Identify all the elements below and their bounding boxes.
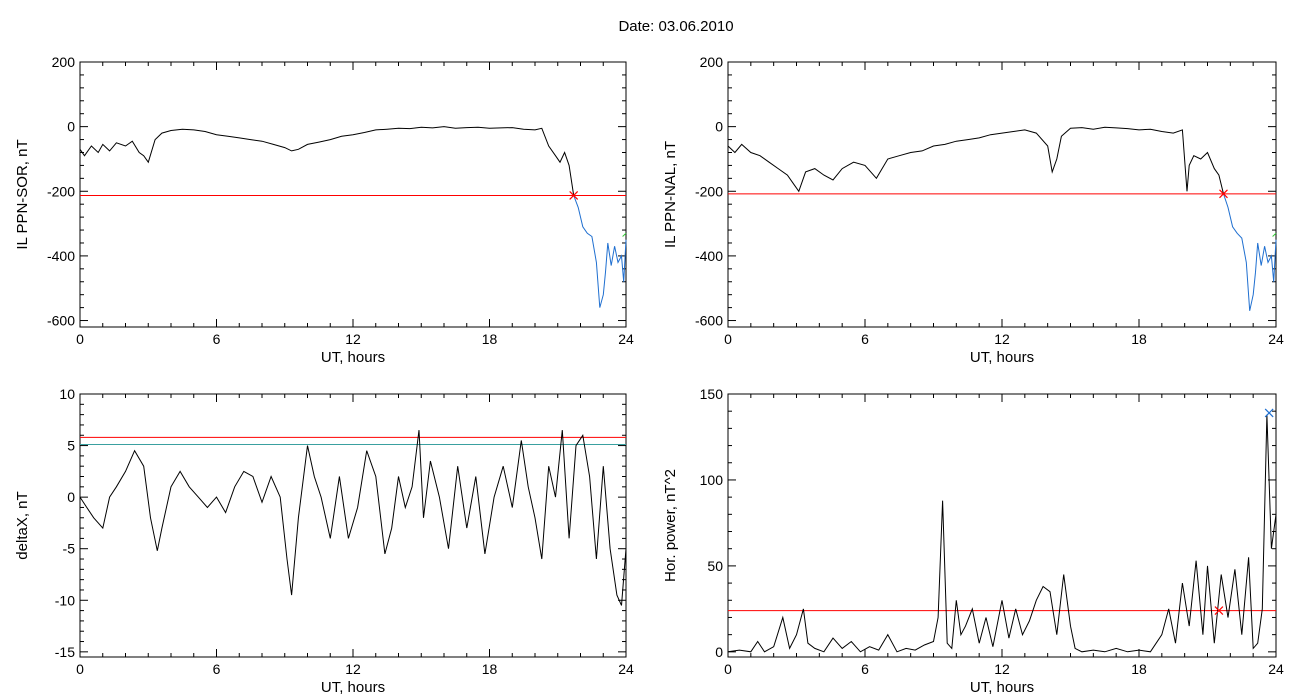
- threshold-crossing-marker-b: [569, 191, 579, 200]
- y-tick-label: 0: [715, 644, 723, 660]
- y-tick-label: -600: [47, 313, 75, 329]
- threshold-crossing-marker: [569, 191, 579, 200]
- x-tick-label: 12: [345, 661, 361, 677]
- y-tick-label: -200: [695, 183, 723, 199]
- y-tick-label: -5: [63, 541, 76, 557]
- series-line-2: [1272, 232, 1277, 237]
- series-line-0: [79, 430, 627, 606]
- x-tick-label: 18: [1131, 331, 1147, 347]
- y-tick-label: 100: [700, 472, 724, 488]
- x-tick-label: 6: [213, 661, 221, 677]
- x-axis-label: UT, hours: [970, 349, 1034, 366]
- x-tick-label: 0: [724, 661, 732, 677]
- x-tick-label: 24: [618, 331, 634, 347]
- threshold-crossing-marker: [1219, 189, 1228, 199]
- y-tick-label: -10: [55, 592, 75, 608]
- x-tick-label: 0: [724, 331, 732, 347]
- y-axis-label: deltaX, nT: [14, 491, 31, 559]
- x-tick-label: 18: [482, 331, 498, 347]
- series-line-1: [1223, 193, 1277, 311]
- x-tick-label: 12: [345, 331, 361, 347]
- x-tick-label: 18: [1131, 661, 1147, 677]
- plot-frame: [727, 393, 1277, 658]
- y-tick-label: -600: [695, 313, 723, 329]
- y-tick-label: 200: [52, 54, 76, 70]
- y-axis-label: IL PPN-SOR, nT: [14, 139, 31, 249]
- y-tick-label: 10: [59, 386, 75, 402]
- x-tick-label: 6: [213, 331, 221, 347]
- page-title: Date: 03.06.2010: [618, 18, 734, 35]
- x-tick-label: 0: [76, 331, 84, 347]
- x-tick-label: 18: [482, 661, 498, 677]
- y-tick-label: -200: [47, 183, 75, 199]
- x-tick-label: 24: [618, 661, 634, 677]
- series-line-0: [727, 126, 1224, 195]
- peak-marker-b: [1264, 408, 1274, 418]
- x-tick-label: 6: [861, 331, 869, 347]
- x-axis-label: UT, hours: [970, 679, 1034, 696]
- series-line-0: [79, 126, 575, 196]
- y-tick-label: -15: [55, 644, 75, 660]
- y-axis-label: IL PPN-NAL, nT: [662, 141, 679, 248]
- y-tick-label: 0: [715, 119, 723, 135]
- x-tick-label: 24: [1268, 331, 1284, 347]
- x-axis-label: UT, hours: [321, 349, 385, 366]
- threshold-crossing-marker: [1214, 606, 1224, 616]
- series-line-2: [622, 232, 627, 237]
- threshold-crossing-marker-b: [1219, 189, 1228, 199]
- threshold-crossing-marker-b: [1214, 606, 1224, 616]
- x-tick-label: 6: [861, 661, 869, 677]
- x-axis-label: UT, hours: [321, 679, 385, 696]
- y-tick-label: 50: [707, 558, 723, 574]
- y-tick-label: -400: [47, 248, 75, 264]
- y-tick-label: -400: [695, 248, 723, 264]
- y-tick-label: 200: [700, 54, 724, 70]
- y-tick-label: 5: [67, 438, 75, 454]
- series-line-1: [573, 195, 627, 308]
- y-tick-label: 0: [67, 119, 75, 135]
- x-tick-label: 12: [994, 331, 1010, 347]
- y-tick-label: 0: [67, 489, 75, 505]
- x-tick-label: 24: [1268, 661, 1284, 677]
- peak-marker: [1264, 408, 1274, 418]
- series-line-0: [727, 414, 1277, 653]
- x-tick-label: 12: [994, 661, 1010, 677]
- x-tick-label: 0: [76, 661, 84, 677]
- y-tick-label: 150: [700, 386, 724, 402]
- y-axis-label: Hor. power, nT^2: [662, 469, 679, 582]
